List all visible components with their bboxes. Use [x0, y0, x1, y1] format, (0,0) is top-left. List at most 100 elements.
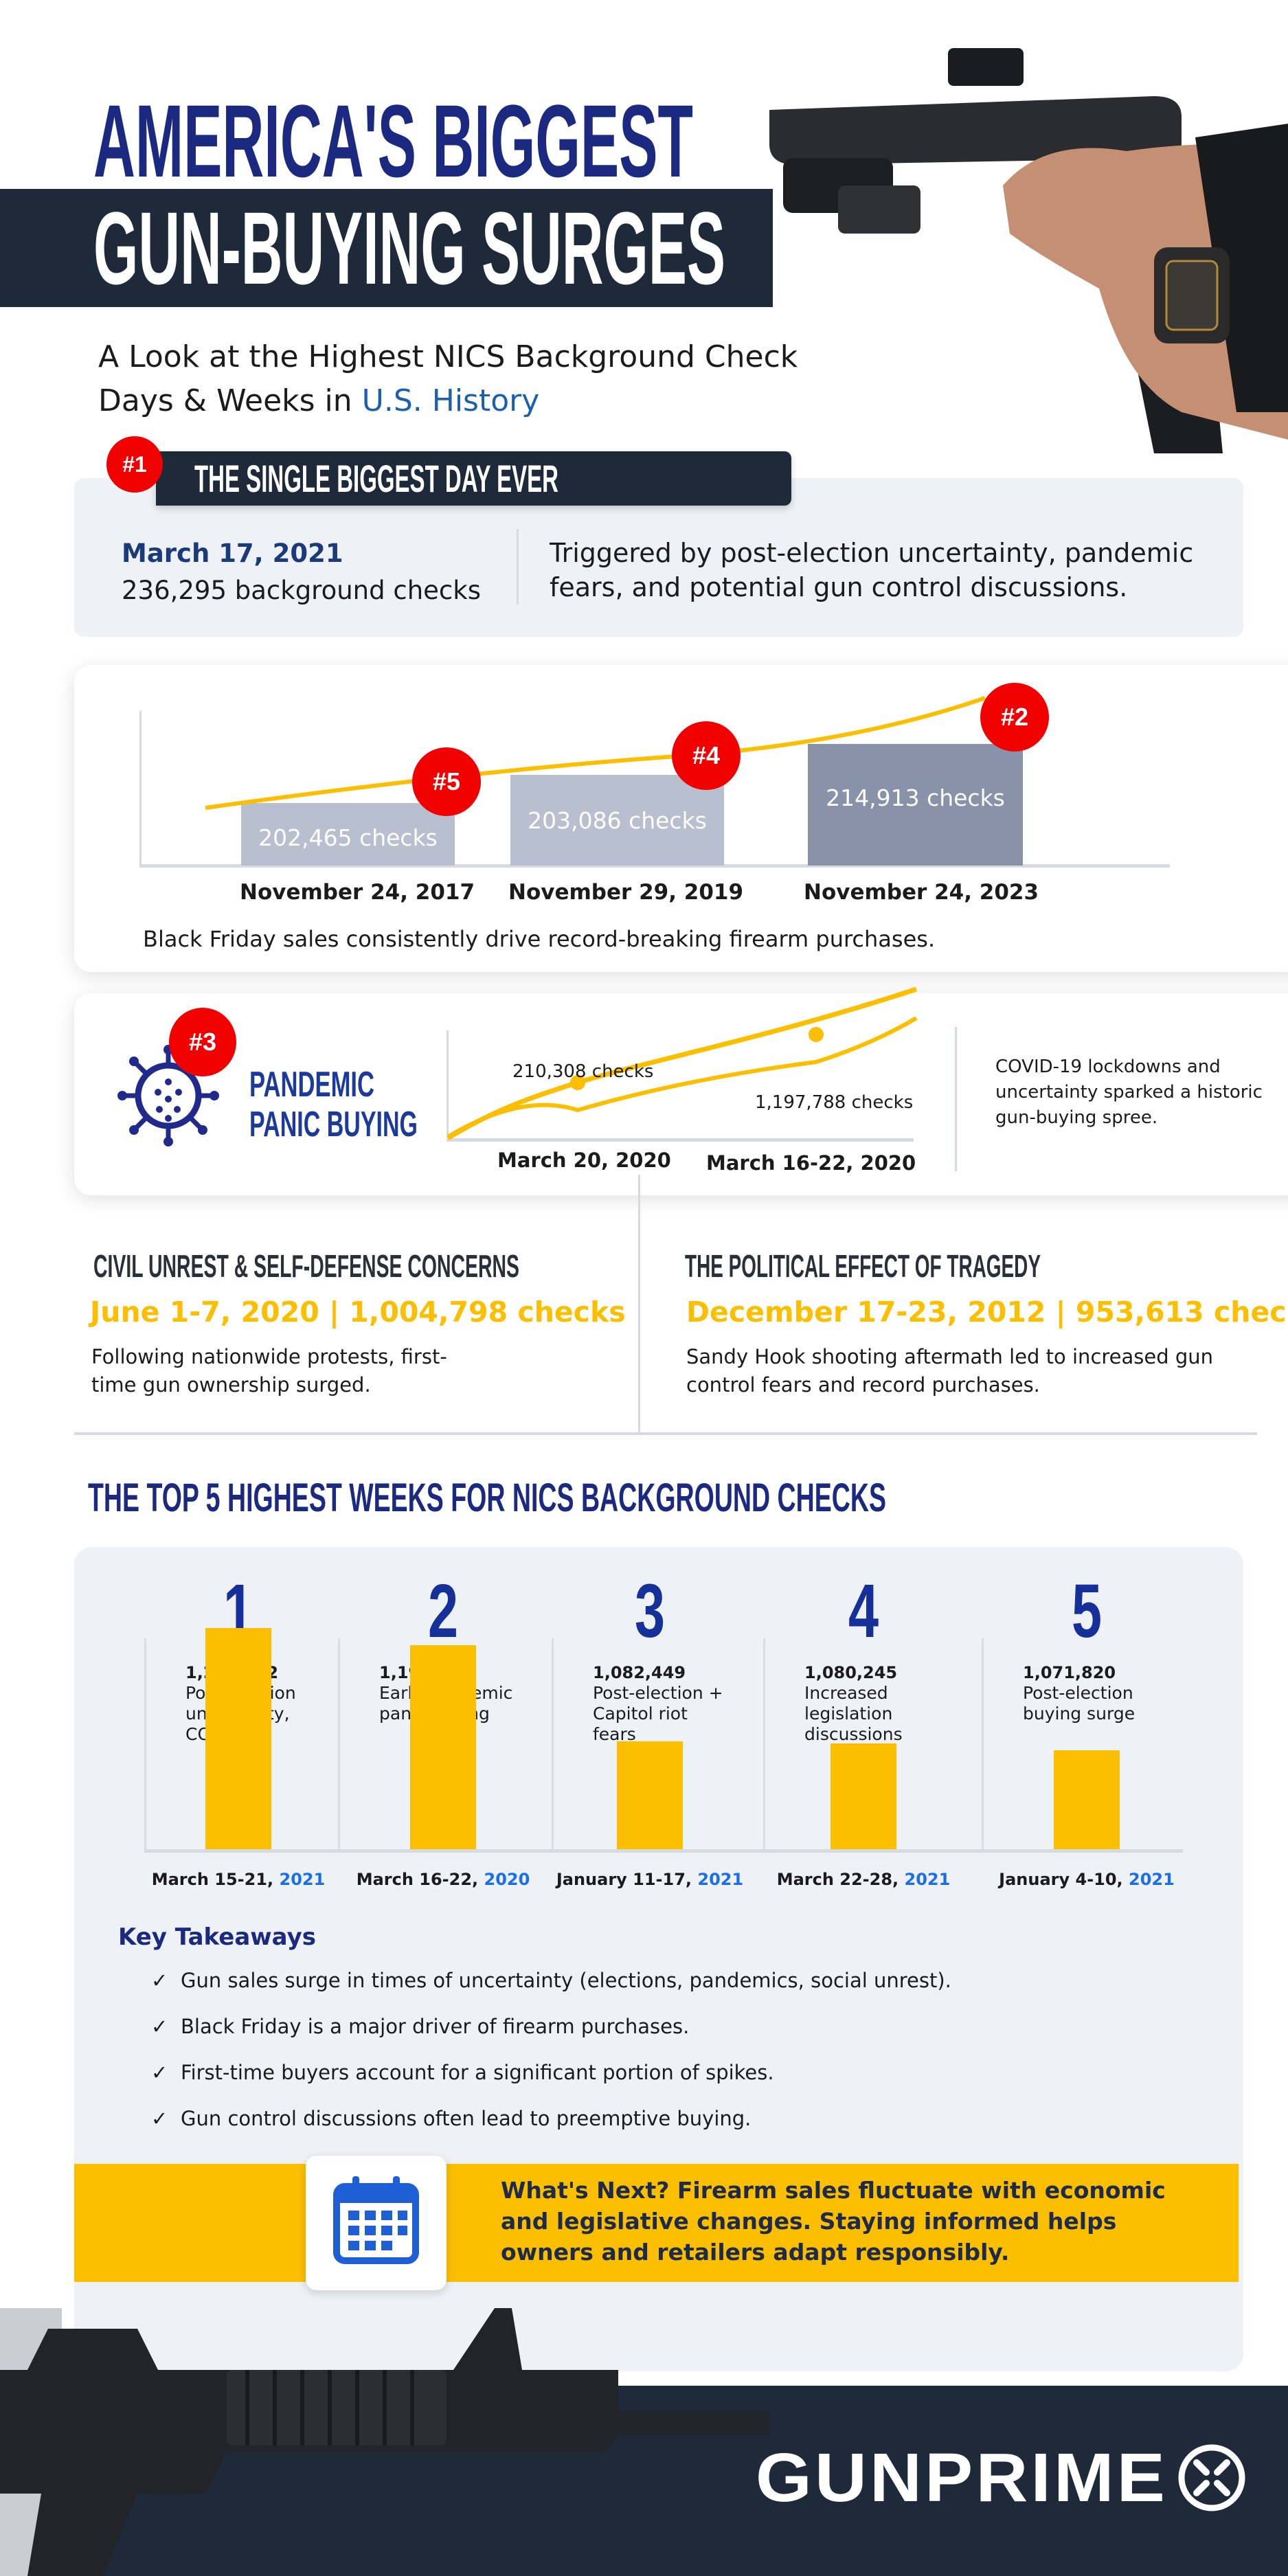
takeaways-heading: Key Takeaways	[118, 1923, 316, 1951]
column-divider	[144, 1638, 146, 1851]
rank-number: 4	[848, 1569, 879, 1653]
rank-badge-4: #4	[672, 721, 741, 790]
rifle-image	[0, 2308, 769, 2576]
civil-unrest-highlight: June 1-7, 2020 | 1,004,798 checks	[90, 1296, 626, 1329]
week-checks: 1,082,449	[593, 1663, 686, 1682]
whats-next-banner	[74, 2164, 1239, 2282]
date-2017: November 24, 2017	[240, 880, 475, 905]
takeaway-item: ✓ Gun control discussions often lead to p…	[151, 2107, 751, 2130]
week-dates: January 11-17, 2021	[556, 1870, 743, 1889]
rank-badge-1: #1	[106, 436, 163, 493]
column-divider	[982, 1638, 984, 1851]
single-day-checks: 236,295 background checks	[122, 576, 481, 605]
week-checks: 1,080,245	[804, 1663, 898, 1682]
tragedy-heading: THE POLITICAL EFFECT OF TRAGEDY	[685, 1248, 1041, 1284]
week-year: 2021	[697, 1870, 744, 1889]
rank-number: 2	[427, 1569, 459, 1653]
rank-badge-3: #3	[169, 1008, 236, 1076]
takeaway-text: Gun control discussions often lead to pr…	[181, 2107, 752, 2130]
week-year: 2021	[1129, 1870, 1175, 1889]
point-march-20	[570, 1075, 585, 1090]
week-bar	[831, 1743, 896, 1849]
bar-2023: 214,913 checks	[808, 744, 1023, 866]
point2-label: 1,197,788 checks	[755, 1092, 914, 1113]
section-divider	[74, 1432, 1257, 1435]
bar-2019: 203,086 checks	[510, 775, 724, 866]
pandemic-curve	[447, 986, 918, 1140]
top5-heading: THE TOP 5 HIGHEST WEEKS FOR NICS BACKGRO…	[88, 1476, 886, 1520]
point-march-16-22	[809, 1027, 824, 1042]
week-range: March 15-21,	[151, 1870, 280, 1889]
takeaway-text: Gun sales surge in times of uncertainty …	[181, 1969, 951, 1992]
column-divider	[552, 1638, 554, 1851]
pandemic-date-2: March 16-22, 2020	[706, 1151, 916, 1175]
pistol-hand-image	[769, 48, 1288, 453]
takeaway-text: Black Friday is a major driver of firear…	[181, 2015, 690, 2038]
top5-axis	[144, 1849, 1183, 1853]
week-bar	[205, 1628, 271, 1849]
pandemic-y-axis	[447, 1030, 449, 1135]
pandemic-x-axis	[447, 1138, 914, 1142]
subtitle-line-2: Days & Weeks in	[98, 383, 362, 418]
pandemic-trend-line	[447, 1016, 918, 1139]
takeaway-item: ✓ Gun sales surge in times of uncertainty…	[151, 1969, 951, 1992]
week-dates: March 22-28, 2021	[777, 1870, 951, 1889]
divider	[955, 1027, 957, 1171]
single-day-heading-bar	[156, 451, 791, 506]
takeaway-text: First-time buyers account for a signific…	[181, 2061, 774, 2084]
takeaway-item: ✓ First-time buyers account for a signifi…	[151, 2061, 774, 2084]
rank-badge-5: #5	[412, 747, 481, 816]
pandemic-title-2: PANIC BUYING	[249, 1105, 418, 1144]
week-range: March 16-22,	[356, 1870, 484, 1889]
title-band	[0, 189, 773, 307]
black-friday-caption: Black Friday sales consistently drive re…	[143, 926, 936, 952]
week-bar	[410, 1645, 476, 1849]
date-2023: November 24, 2023	[804, 880, 1039, 905]
week-bar	[617, 1741, 683, 1849]
civil-unrest-heading: CIVIL UNREST & SELF-DEFENSE CONCERNS	[93, 1248, 519, 1284]
pandemic-title-1: PANDEMIC	[249, 1065, 374, 1105]
rank-number: 5	[1071, 1569, 1103, 1653]
week-dates: March 16-22, 2020	[357, 1870, 530, 1889]
pandemic-card	[74, 993, 1288, 1195]
checkmark-icon: ✓	[151, 2015, 168, 2038]
divider	[517, 529, 519, 605]
subtitle: A Look at the Highest NICS Background Ch…	[98, 335, 798, 423]
takeaway-item: ✓ Black Friday is a major driver of firea…	[151, 2015, 689, 2038]
week-dates: January 4-10, 2021	[999, 1870, 1175, 1889]
tragedy-body: Sandy Hook shooting aftermath led to inc…	[686, 1345, 1214, 1397]
pandemic-date-1: March 20, 2020	[497, 1149, 671, 1172]
week-year: 2021	[279, 1870, 326, 1889]
date-2019: November 29, 2019	[508, 880, 744, 905]
pandemic-description: COVID-19 lockdowns and uncertainty spark…	[995, 1057, 1263, 1128]
bar-2017: 202,465 checks	[241, 803, 455, 866]
week-year: 2020	[484, 1870, 530, 1889]
checkmark-icon: ✓	[151, 1969, 168, 1992]
chart-y-axis	[139, 711, 142, 866]
rank-number: 3	[634, 1569, 666, 1653]
week-range: January 11-17,	[556, 1870, 698, 1889]
divider	[638, 1175, 640, 1432]
week-reason: Post-election + Capitol riot fears	[593, 1683, 723, 1744]
single-day-heading: THE SINGLE BIGGEST DAY EVER	[194, 457, 558, 500]
subtitle-line-1: A Look at the Highest NICS Background Ch…	[98, 339, 798, 374]
week-range: January 4-10,	[999, 1870, 1129, 1889]
week-bar	[1054, 1750, 1120, 1849]
week-reason: Post-election buying surge	[1023, 1683, 1136, 1724]
gunprime-logo[interactable]: GUNPRIME	[756, 2439, 1168, 2516]
tragedy-highlight: December 17-23, 2012 | 953,613 checks	[686, 1296, 1288, 1329]
trend-line	[205, 696, 986, 810]
title-line-1: AMERICA'S BIGGEST	[93, 83, 694, 199]
single-day-date: March 17, 2021	[122, 539, 343, 568]
checkmark-icon: ✓	[151, 2107, 168, 2130]
week-reason: Increased legislation discussions	[804, 1683, 903, 1744]
week-dates: March 15-21, 2021	[152, 1870, 326, 1889]
checkmark-icon: ✓	[151, 2061, 168, 2084]
subtitle-highlight: U.S. History	[361, 383, 540, 418]
single-day-description: Triggered by post-election uncertainty, …	[550, 538, 1194, 602]
crosshair-logo-icon	[1178, 2444, 1245, 2511]
point1-label: 210,308 checks	[512, 1061, 654, 1082]
civil-unrest-body: Following nationwide protests, first-tim…	[91, 1345, 447, 1397]
chart-x-axis	[139, 864, 1170, 868]
week-range: March 22-28,	[776, 1870, 905, 1889]
